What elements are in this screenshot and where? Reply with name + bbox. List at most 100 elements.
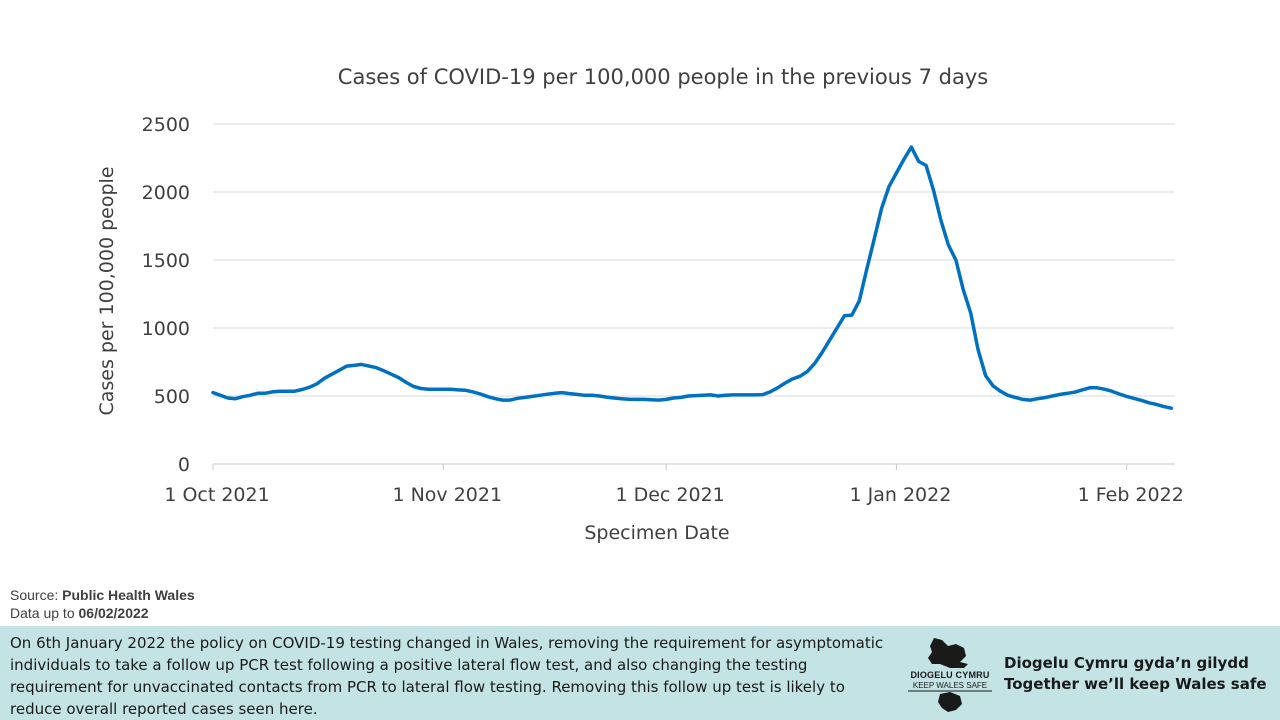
data-point (390, 373, 393, 376)
data-point (464, 389, 467, 392)
data-point (293, 390, 296, 393)
data-point (620, 397, 623, 400)
x-tick-label: 1 Dec 2021 (615, 484, 724, 506)
data-point (687, 394, 690, 398)
data-point (479, 392, 482, 396)
data-point (367, 364, 371, 368)
source-line: Source: Public Health Wales (10, 587, 195, 603)
data-point (1073, 391, 1076, 394)
data-point (605, 395, 608, 399)
data-point (338, 369, 341, 372)
policy-notice-text: On 6th January 2022 the policy on COVID-… (10, 634, 884, 718)
data-point (731, 393, 735, 397)
chart-title: Cases of COVID-19 per 100,000 people in … (338, 65, 988, 89)
data-point (806, 370, 809, 373)
data-date-line: Data up to 06/02/2022 (10, 605, 149, 621)
policy-notice-banner: On 6th January 2022 the policy on COVID-… (0, 626, 1280, 720)
data-point (241, 395, 244, 398)
data-point (635, 398, 638, 401)
data-point (226, 396, 230, 400)
x-axis-ticks (212, 464, 1128, 470)
y-tick-label: 1000 (142, 318, 190, 340)
data-point (761, 393, 764, 396)
data-point (256, 392, 259, 395)
data-point (954, 258, 958, 262)
logo-text-english: KEEP WALES SAFE (912, 681, 988, 690)
data-point (1006, 394, 1010, 397)
x-tick-label: 1 Jan 2022 (850, 484, 952, 506)
data-point (672, 396, 675, 400)
data-point (263, 392, 267, 395)
data-point (211, 391, 215, 394)
data-point (308, 386, 311, 389)
data-point (553, 392, 556, 395)
data-point (917, 160, 920, 163)
data-point (872, 238, 876, 241)
data-point (516, 397, 519, 400)
data-point (694, 394, 698, 397)
data-point (278, 390, 282, 393)
data-point (820, 351, 824, 354)
data-point (664, 398, 668, 401)
source-info: Source: Public Health Wales Data up to 0… (10, 586, 195, 622)
data-point (768, 390, 772, 394)
x-axis-title: Specimen Date (584, 522, 729, 544)
data-point (531, 395, 534, 398)
y-tick-label: 2500 (142, 114, 190, 136)
x-tick-label: 1 Feb 2022 (1078, 484, 1184, 506)
data-point (219, 394, 222, 397)
data-point (709, 393, 712, 397)
data-point (486, 395, 490, 398)
data-point (932, 189, 935, 192)
data-point (739, 393, 742, 397)
x-axis-tick-labels: 1 Oct 2021 1 Nov 2021 1 Dec 2021 1 Jan 2022… (164, 484, 1183, 506)
data-point (1110, 390, 1114, 393)
data-point (880, 207, 883, 210)
data-point (300, 388, 304, 391)
data-point (1162, 405, 1166, 408)
data-point (813, 362, 816, 365)
tagline: Diogelu Cymru gyda’n gilydd Together we’… (1004, 653, 1267, 695)
cases-series-line (211, 145, 1174, 410)
x-tick-label: 1 Nov 2021 (392, 484, 502, 506)
data-point (776, 386, 779, 389)
data-point (858, 299, 861, 302)
data-point (843, 314, 846, 317)
data-point (375, 366, 378, 369)
data-point (345, 364, 348, 368)
data-point (456, 388, 460, 392)
data-point (538, 394, 542, 397)
data-point (1095, 386, 1099, 389)
data-point (1155, 403, 1158, 406)
data-point (627, 398, 631, 401)
y-tick-label: 1500 (142, 250, 190, 272)
data-point (1140, 399, 1143, 402)
data-point (360, 363, 363, 366)
data-point (746, 393, 750, 397)
data-point (568, 392, 571, 395)
source-name: Public Health Wales (62, 587, 195, 603)
data-point (702, 394, 705, 397)
data-point (1051, 394, 1054, 398)
data-point (991, 384, 995, 387)
data-point (976, 348, 980, 351)
data-point (1103, 388, 1106, 391)
data-point (1066, 392, 1069, 395)
gridlines (213, 123, 1175, 397)
data-point (650, 398, 653, 401)
data-point (1088, 386, 1091, 389)
data-point (427, 388, 430, 391)
data-point (508, 398, 512, 402)
data-point (835, 326, 839, 330)
data-point (947, 243, 950, 247)
data-point (902, 158, 906, 161)
data-point (716, 394, 720, 398)
y-axis-title: Cases per 100,000 people (96, 166, 118, 415)
data-point (1147, 401, 1151, 404)
data-point (1043, 396, 1047, 399)
tagline-english: Together we’ll keep Wales safe (1004, 675, 1267, 693)
data-point (657, 398, 660, 402)
data-point (352, 364, 356, 367)
data-point (1058, 393, 1062, 396)
data-point (783, 381, 787, 385)
